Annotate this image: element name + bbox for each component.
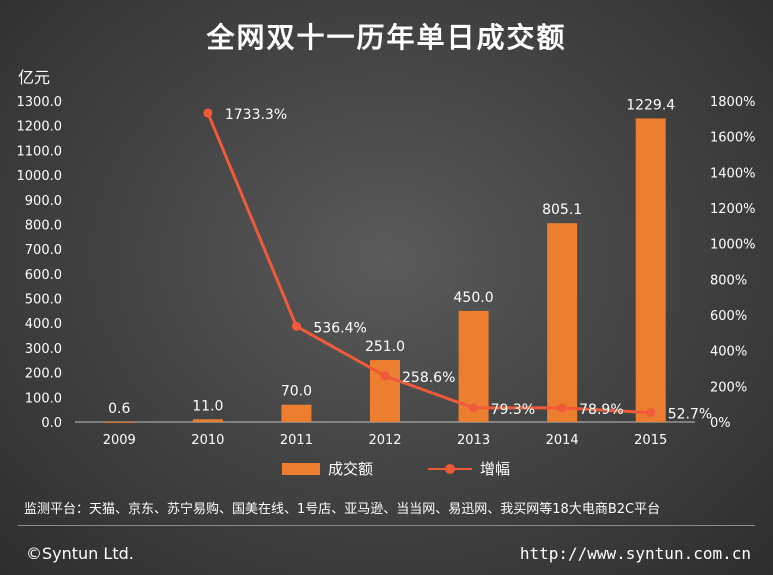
bar (281, 404, 312, 422)
y-left-tick-label: 1000.0 (17, 169, 63, 184)
bar-value-label: 11.0 (192, 398, 223, 414)
bar-value-label: 805.1 (542, 202, 582, 218)
y-left-tick-label: 800.0 (25, 218, 62, 233)
y-right-tick-label: 1200% (710, 202, 755, 217)
chart-title: 全网双十一历年单日成交额 (206, 21, 567, 54)
legend-line-swatch (428, 463, 472, 475)
y-left-tick-label: 600.0 (25, 268, 62, 283)
bar-value-label: 450.0 (454, 290, 494, 306)
y-right-tick-label: 1000% (710, 238, 755, 253)
bar-value-label: 1229.4 (626, 97, 675, 113)
legend-item-line: 增幅 (428, 458, 510, 479)
x-tick-label: 2015 (634, 433, 667, 448)
growth-point (646, 408, 656, 418)
growth-value-label: 536.4% (313, 320, 366, 336)
y-left-tick-label: 900.0 (25, 194, 62, 209)
legend-bar-label: 成交额 (328, 460, 374, 478)
legend: 成交额 增幅 (0, 458, 773, 482)
bar (192, 419, 223, 422)
y-left-tick-label: 400.0 (25, 317, 62, 332)
x-tick-label: 2012 (368, 433, 401, 448)
x-tick-label: 2014 (546, 433, 579, 448)
legend-item-bar: 成交额 (282, 458, 373, 479)
y-left-tick-label: 300.0 (25, 342, 62, 357)
y-left-tick-label: 1300.0 (17, 95, 63, 110)
growth-value-label: 78.9% (579, 402, 623, 418)
y-left-tick-label: 500.0 (25, 293, 62, 308)
source-note: 监测平台：天猫、京东、苏宁易购、国美在线、1号店、亚马逊、当当网、易迅网、我买网… (24, 502, 661, 517)
y-left-tick-label: 100.0 (25, 391, 62, 406)
x-tick-label: 2009 (103, 433, 136, 448)
growth-value-label: 52.7% (668, 407, 712, 423)
bar-value-label: 70.0 (281, 384, 312, 400)
bar (635, 118, 666, 422)
footer-divider (18, 525, 755, 526)
copyright: ©Syntun Ltd. (26, 544, 134, 563)
growth-value-label: 79.3% (491, 402, 535, 418)
y-right-tick-label: 600% (710, 309, 747, 324)
y-right-tick-label: 1600% (710, 131, 755, 146)
x-tick-label: 2011 (280, 433, 313, 448)
y-axis-unit-label: 亿元 (18, 68, 51, 87)
y-left-tick-label: 0.0 (41, 416, 62, 431)
y-left-tick-label: 1100.0 (17, 144, 63, 159)
y-left-tick-label: 700.0 (25, 243, 62, 258)
y-right-tick-label: 1400% (710, 166, 755, 181)
bar (104, 421, 135, 423)
bar-value-label: 0.6 (108, 401, 130, 417)
y-right-tick-label: 0% (710, 416, 731, 431)
x-tick-label: 2013 (457, 433, 490, 448)
y-left-tick-label: 1200.0 (17, 120, 63, 135)
footer-url[interactable]: http://www.syntun.com.cn (519, 544, 751, 563)
growth-point (469, 403, 479, 413)
legend-line-label: 增幅 (480, 460, 511, 478)
bar-value-label: 251.0 (365, 339, 405, 355)
bar (547, 223, 578, 422)
y-right-tick-label: 1800% (710, 95, 755, 110)
growth-point (203, 108, 213, 118)
x-tick-label: 2010 (191, 433, 224, 448)
growth-point (291, 321, 301, 331)
growth-value-label: 258.6% (402, 370, 455, 386)
y-left-tick-label: 200.0 (25, 367, 62, 382)
legend-bar-swatch (282, 462, 320, 475)
y-right-tick-label: 800% (710, 273, 747, 288)
y-right-tick-label: 400% (710, 345, 747, 360)
growth-value-label: 1733.3% (225, 107, 287, 123)
growth-point (380, 371, 390, 381)
growth-line (206, 112, 651, 415)
y-right-tick-label: 200% (710, 380, 747, 395)
growth-point (557, 403, 567, 413)
